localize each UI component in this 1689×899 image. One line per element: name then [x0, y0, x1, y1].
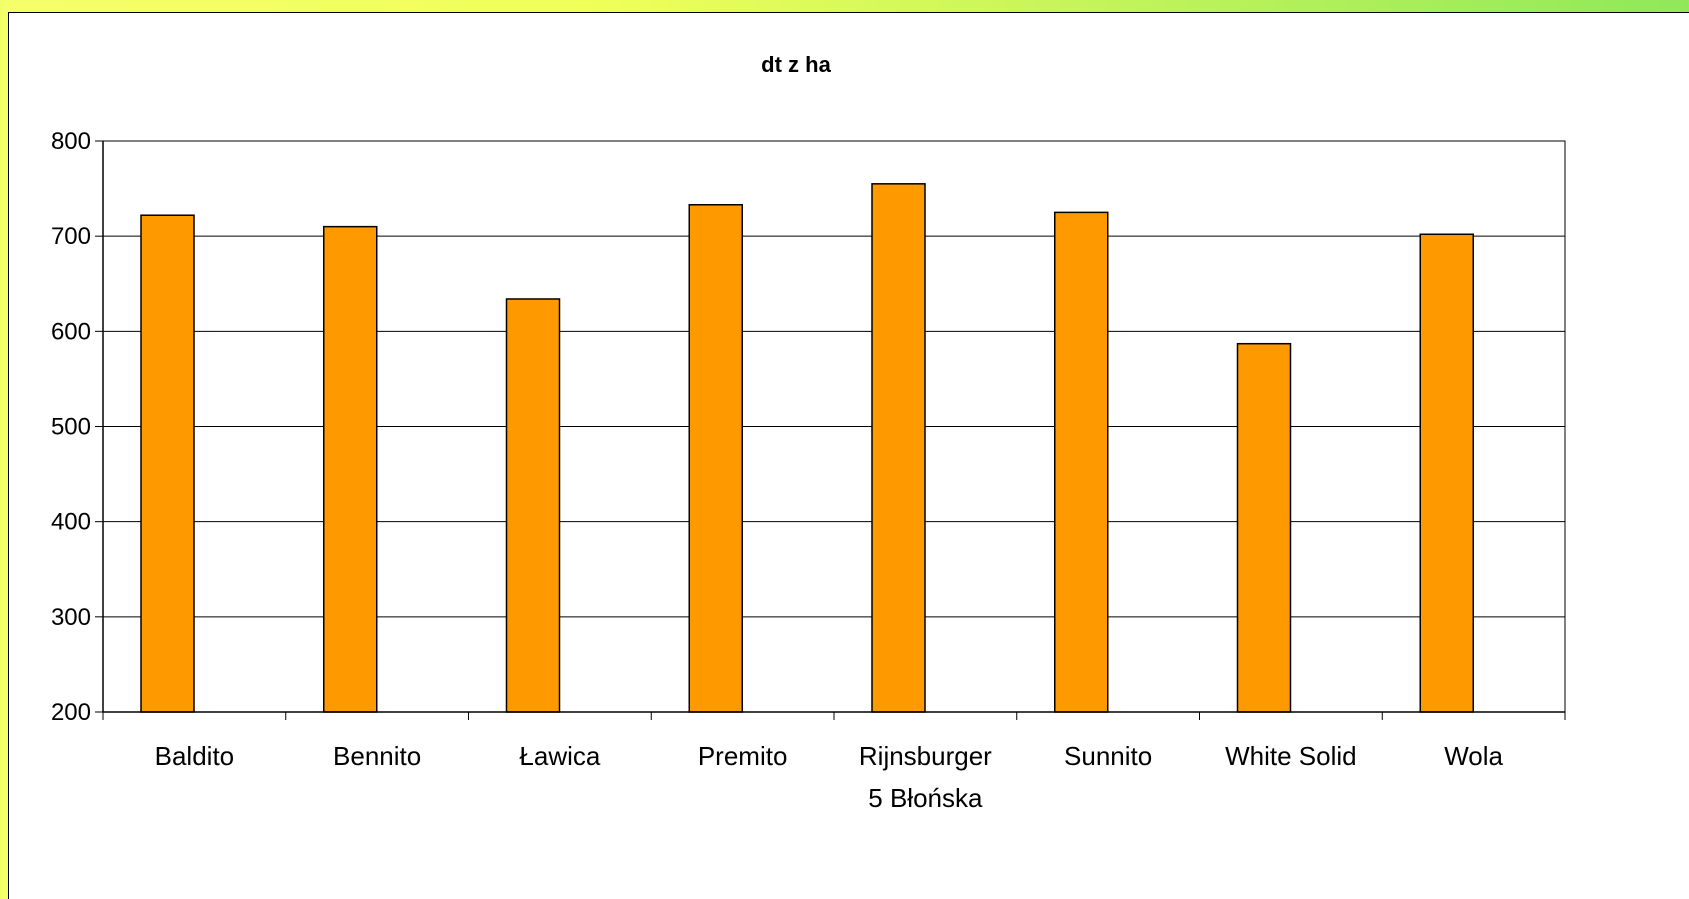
x-tick-label: Wola [1444, 741, 1503, 771]
y-tick-label: 800 [51, 128, 91, 155]
gridlines [102, 140, 1566, 713]
bar-chart: dt z ha 200 300 400 500 600 700 800 Baldito Ben… [51, 52, 1566, 813]
y-tick-label: 400 [51, 509, 91, 536]
x-tick-label: Rijnsburger 5 Błońska [859, 741, 992, 813]
bar [323, 225, 378, 713]
bar [871, 183, 926, 713]
x-tick-label: Ławica [519, 741, 600, 771]
x-axis-ticks: Baldito Bennito Ławica Premito Rijnsburger 5 … [102, 712, 1566, 813]
bar [1419, 233, 1474, 713]
y-tick-label: 300 [51, 604, 91, 631]
y-axis-ticks: 200 300 400 500 600 700 800 [51, 128, 103, 726]
y-tick-label: 600 [51, 318, 91, 345]
chart-panel: dt z ha 200 300 400 500 600 700 800 Baldito Ben… [8, 12, 1689, 899]
bar [1054, 211, 1109, 713]
bar [1236, 342, 1292, 713]
x-tick-label: Premito [698, 741, 788, 771]
y-tick-label: 500 [51, 414, 91, 441]
y-tick-label: 200 [51, 699, 91, 726]
y-tick-label: 700 [51, 223, 91, 250]
bar [505, 298, 561, 713]
x-tick-label: Baldito [155, 741, 235, 771]
x-tick-label: Bennito [333, 741, 421, 771]
chart-title: dt z ha [761, 52, 831, 77]
x-tick-label: Sunnito [1064, 741, 1152, 771]
bar [688, 204, 743, 713]
x-tick-label: White Solid [1225, 741, 1357, 771]
bars [140, 183, 1474, 713]
bar [140, 214, 195, 713]
